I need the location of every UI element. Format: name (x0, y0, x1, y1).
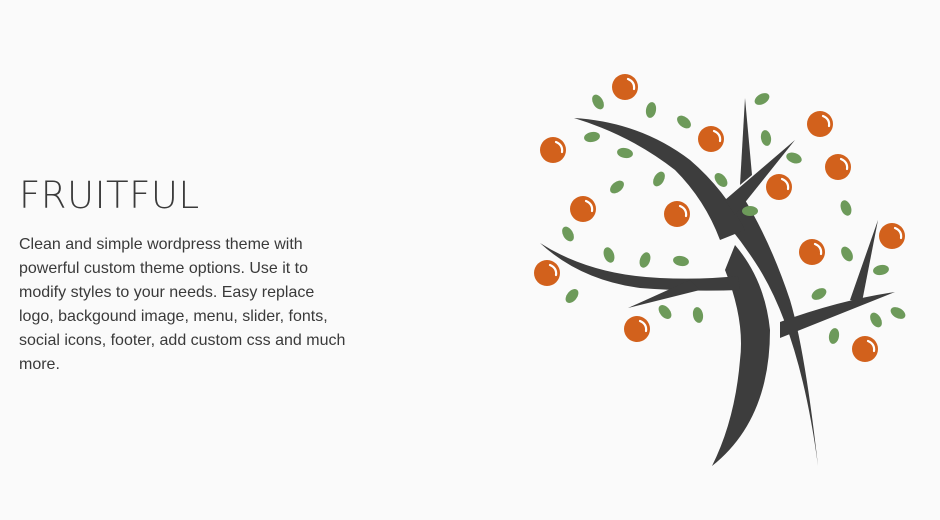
leaf-icon (562, 226, 574, 242)
leaf-icon (692, 307, 704, 323)
leaf-icon (639, 252, 651, 268)
fruit-icon (825, 154, 851, 180)
leaf-icon (592, 94, 604, 110)
leaf-icon (584, 131, 600, 143)
leaf-icon (760, 130, 772, 146)
leaf-icon (603, 247, 615, 263)
fruits (534, 74, 905, 362)
fruit-icon (766, 174, 792, 200)
leaf-icon (673, 255, 689, 267)
leaf-icon (617, 147, 633, 159)
fruit-icon (664, 201, 690, 227)
leaf-icon (645, 102, 657, 118)
leaf-icon (653, 171, 665, 187)
hero-description: Clean and simple wordpress theme with po… (19, 236, 346, 373)
fruit-icon (534, 260, 560, 286)
fruit-icon (540, 137, 566, 163)
fruit-icon (852, 336, 878, 362)
leaf-icon (870, 312, 882, 328)
leaf-icon (890, 307, 906, 319)
leaf-icon (754, 93, 770, 105)
tree-trunk (540, 98, 895, 466)
leaf-icon (742, 206, 758, 216)
fruit-icon (612, 74, 638, 100)
hero-title: FRUITFUL (19, 174, 200, 217)
leaf-icon (873, 264, 889, 276)
fruit-icon (698, 126, 724, 152)
fruit-icon (807, 111, 833, 137)
fruit-icon (799, 239, 825, 265)
fruit-icon (879, 223, 905, 249)
leaf-icon (811, 288, 827, 300)
leaf-icon (840, 200, 852, 216)
leaf-icon (828, 328, 840, 344)
leaf-icon (841, 246, 853, 262)
fruit-icon (570, 196, 596, 222)
leaf-icon (677, 115, 691, 129)
leaf-icon (565, 289, 579, 303)
leaf-icon (786, 152, 802, 164)
leaves (562, 93, 906, 344)
leaf-icon (610, 180, 624, 194)
leaf-icon (658, 305, 672, 319)
leaf-icon (714, 173, 728, 187)
fruit-tree-icon (534, 74, 906, 466)
fruit-icon (624, 316, 650, 342)
